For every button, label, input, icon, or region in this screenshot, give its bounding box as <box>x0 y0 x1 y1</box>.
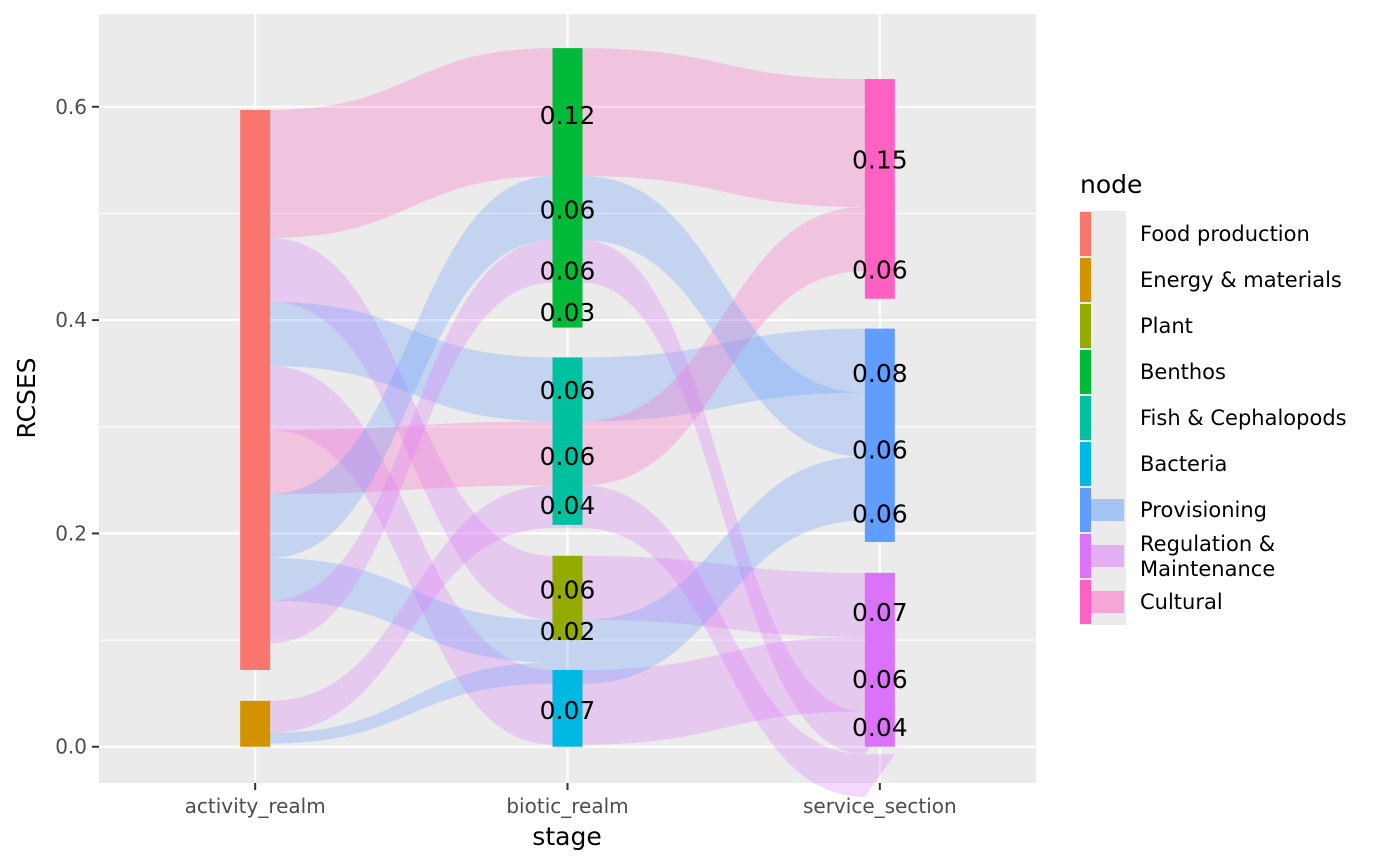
flow-band <box>270 456 895 663</box>
legend-label: Regulation & Maintenance <box>1140 532 1275 581</box>
node-value-label: 0.06 <box>540 257 596 286</box>
node-bar <box>552 555 583 641</box>
node-bar <box>240 109 271 670</box>
node-value-label: 0.07 <box>852 598 908 627</box>
node-value-label: 0.06 <box>540 442 596 471</box>
legend-node-swatch <box>1080 304 1091 348</box>
legend-label: Bacteria <box>1140 452 1227 476</box>
legend-node-swatch <box>1080 396 1091 440</box>
legend-label: Energy & materials <box>1140 268 1342 292</box>
legend-label: Food production <box>1140 222 1310 246</box>
legend-node-swatch <box>1080 488 1091 532</box>
legend-flow-swatch <box>1091 499 1124 521</box>
legend-label: Plant <box>1140 314 1193 338</box>
legend-label-line: Maintenance <box>1140 557 1275 581</box>
node-value-label: 0.06 <box>852 665 908 694</box>
y-axis-title: RCSES <box>12 357 41 438</box>
x-tick-label: biotic_realm <box>506 794 628 818</box>
legend-label: Provisioning <box>1140 498 1267 522</box>
nodes <box>240 48 895 747</box>
flow-band <box>270 499 895 744</box>
node-bar <box>864 79 895 299</box>
node-value-label: 0.03 <box>540 298 596 327</box>
flow-band <box>270 240 895 755</box>
node-bar <box>240 700 271 747</box>
x-tick-label: activity_realm <box>185 794 326 818</box>
y-tick-label: 0.6 <box>55 95 87 119</box>
legend-node-swatch <box>1080 350 1091 394</box>
x-axis: activity_realm biotic_realm service_sectio… <box>185 783 957 818</box>
legend-label: Fish & Cephalopods <box>1140 406 1347 430</box>
y-tick-label: 0.2 <box>55 521 87 545</box>
x-tick-label: service_section <box>803 794 957 818</box>
legend-node-swatch <box>1080 534 1091 578</box>
node-bar <box>552 669 583 747</box>
flow-band <box>270 176 895 558</box>
node-value-label: 0.06 <box>852 255 908 284</box>
node-value-label: 0.07 <box>540 696 596 725</box>
legend-label: Benthos <box>1140 360 1226 384</box>
node-bar <box>552 48 583 328</box>
legend-flow-swatch <box>1091 545 1124 567</box>
legend-node-swatch <box>1080 580 1091 624</box>
node-bar <box>864 572 895 747</box>
y-axis: 0.0 0.2 0.4 0.6 <box>55 95 99 759</box>
node-value-label: 0.04 <box>540 491 596 520</box>
flow-band <box>270 485 895 797</box>
y-tick-label: 0.4 <box>55 308 87 332</box>
node-bar <box>864 328 895 542</box>
legend: node Food production Energy & materials Pl… <box>1080 170 1347 625</box>
flow-band <box>270 365 895 745</box>
node-value-label: 0.06 <box>540 376 596 405</box>
legend-node-swatch <box>1080 442 1091 486</box>
node-value-label: 0.06 <box>852 436 908 465</box>
legend-node-swatch <box>1080 258 1091 302</box>
node-value-label: 0.06 <box>852 500 908 529</box>
x-axis-title: stage <box>532 822 601 851</box>
legend-title: node <box>1080 170 1142 199</box>
legend-label-line: Regulation & <box>1140 532 1275 556</box>
y-tick-label: 0.0 <box>55 735 87 759</box>
legend-flow-swatch <box>1091 591 1124 613</box>
legend-node-swatch <box>1080 212 1091 256</box>
node-value-label: 0.06 <box>540 196 596 225</box>
node-value-label: 0.12 <box>540 101 596 130</box>
node-value-label: 0.02 <box>540 617 596 646</box>
node-bar <box>552 357 583 525</box>
node-value-label: 0.08 <box>852 359 908 388</box>
legend-label: Cultural <box>1140 590 1223 614</box>
node-value-label: 0.06 <box>540 575 596 604</box>
node-value-label: 0.15 <box>852 146 908 175</box>
node-value-label: 0.04 <box>852 713 908 742</box>
node-labels: 0.12 0.06 0.06 0.03 0.06 0.06 0.04 0.06 0.02 0.07… <box>540 101 908 742</box>
